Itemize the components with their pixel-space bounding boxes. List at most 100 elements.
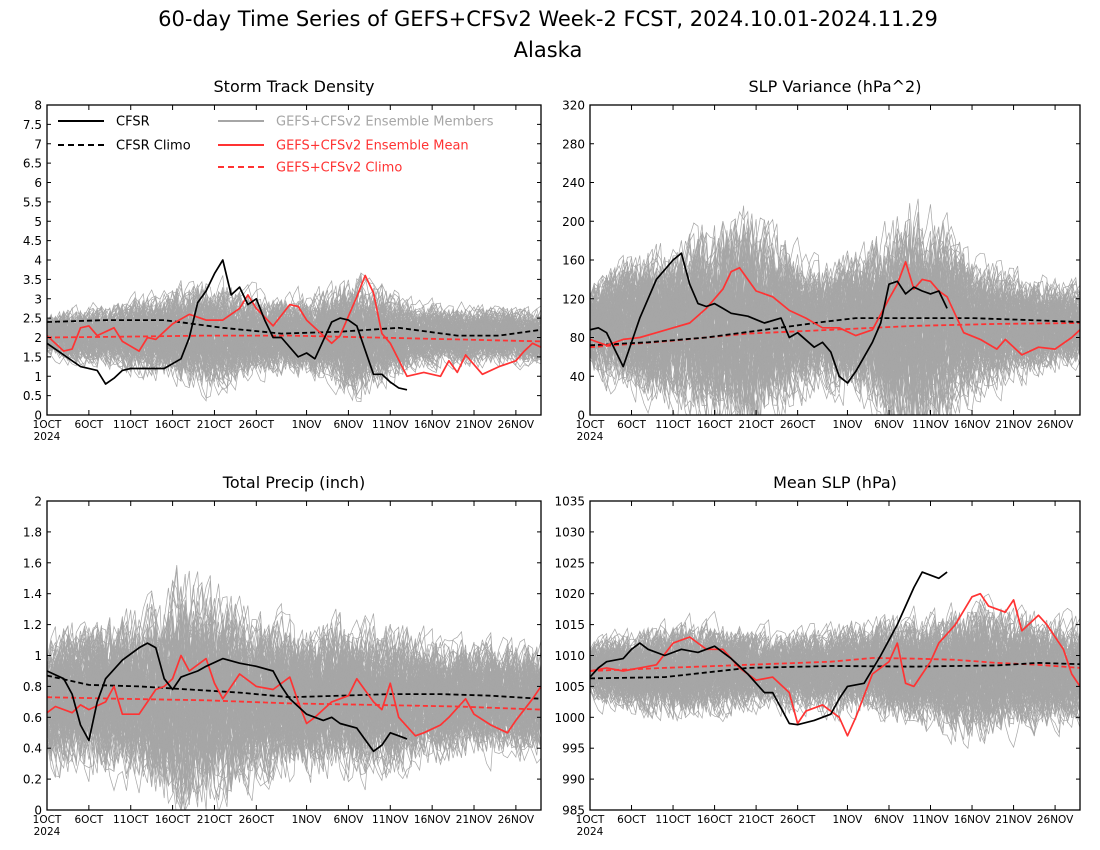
y-tick-label: 1005 [554, 680, 585, 694]
y-tick-label: 1015 [554, 618, 585, 632]
y-tick-label: 3.5 [23, 273, 42, 287]
series-line-cfsr [47, 259, 408, 391]
x-year-label: 2024 [577, 431, 604, 443]
ensemble-member-line [590, 610, 1080, 731]
y-tick-label: 1030 [554, 525, 585, 539]
ensemble-member-line [590, 221, 1080, 412]
y-tick-label: 160 [562, 254, 585, 268]
x-tick-label: 21NOV [995, 814, 1032, 826]
y-tick-label: 0.2 [23, 773, 42, 787]
y-tick-label: 5.5 [23, 195, 42, 209]
ensemble-member-line [47, 293, 541, 377]
series-line-gefs-cfsv2-ensemble-mean [590, 592, 1080, 737]
series-line-gefs-cfsv2-ensemble-mean [47, 274, 541, 378]
x-tick-label: 21OCT [197, 419, 233, 431]
ensemble-members [590, 198, 1080, 415]
ensemble-member-line [47, 606, 541, 789]
y-tick-label: 985 [562, 804, 585, 818]
y-tick-label: 1000 [554, 711, 585, 725]
ensemble-member-line [590, 247, 1080, 411]
y-tick-label: 7.5 [23, 118, 42, 132]
ensemble-member-line [47, 616, 541, 790]
ensemble-member-line [47, 300, 541, 374]
figure-subtitle: Alaska [514, 38, 583, 62]
ensemble-member-line [590, 244, 1080, 415]
x-tick-label: 11OCT [113, 419, 149, 431]
panel-title: Mean SLP (hPa) [773, 473, 897, 492]
x-tick-label: 6OCT [75, 419, 104, 431]
y-tick-label: 1035 [554, 495, 585, 509]
y-tick-label: 1.6 [23, 556, 42, 570]
y-tick-label: 8 [34, 99, 42, 113]
series-line-gefs-cfsv2-ensemble-mean [47, 654, 541, 737]
y-tick-label: 4 [34, 254, 42, 268]
ensemble-member-line [590, 230, 1080, 400]
x-year-label: 2024 [34, 431, 61, 443]
y-tick-label: 0.5 [23, 389, 42, 403]
series-line-gefs-cfsv2-climo [47, 334, 541, 343]
series-line-gefs-cfsv2-climo [47, 696, 541, 711]
x-tick-label: 1NOV [833, 419, 864, 431]
series-line-cfsr [47, 642, 408, 753]
y-tick-label: 1010 [554, 649, 585, 663]
legend-label: GEFS+CFSv2 Ensemble Members [276, 115, 494, 130]
ensemble-member-line [590, 611, 1080, 712]
ensemble-member-line [590, 218, 1080, 393]
y-tick-label: 1 [34, 370, 42, 384]
ensemble-member-line [47, 618, 541, 774]
ensemble-member-line [47, 608, 541, 775]
x-tick-label: 1OCT [33, 419, 62, 431]
chart-panel: Total Precip (inch) 0 0.2 0.4 0.6 0.8 1 1.2 1.4 1… [23, 473, 542, 838]
x-tick-label: 26OCT [780, 419, 816, 431]
y-tick-label: 995 [562, 742, 585, 756]
x-tick-label: 26NOV [1037, 419, 1074, 431]
y-tick-label: 200 [562, 215, 585, 229]
y-tick-label: 2 [34, 495, 42, 509]
series-line-cfsr [590, 571, 948, 726]
ensemble-member-line [590, 620, 1080, 719]
ensemble-member-line [47, 628, 541, 754]
figure-title: 60-day Time Series of GEFS+CFSv2 Week-2 … [158, 7, 938, 31]
y-tick-label: 2.5 [23, 312, 42, 326]
x-tick-label: 16OCT [155, 814, 191, 826]
y-tick-label: 5 [34, 215, 42, 229]
y-tick-label: 1.2 [23, 618, 42, 632]
x-tick-label: 6OCT [617, 814, 646, 826]
x-tick-label: 11NOV [912, 814, 949, 826]
x-tick-label: 16OCT [697, 419, 733, 431]
x-tick-label: 16NOV [954, 419, 991, 431]
series-line-cfsr-climo [590, 662, 1080, 680]
ensemble-member-line [47, 619, 541, 781]
legend-label: GEFS+CFSv2 Ensemble Mean [276, 139, 469, 154]
y-tick-label: 7 [34, 137, 42, 151]
y-tick-label: 1 [34, 649, 42, 663]
series-line-cfsr-climo [47, 674, 541, 700]
x-tick-label: 6OCT [617, 419, 646, 431]
x-tick-label: 26OCT [239, 419, 275, 431]
y-tick-label: 320 [562, 99, 585, 113]
ensemble-members [590, 593, 1080, 750]
x-tick-label: 16NOV [414, 814, 451, 826]
y-tick-label: 0.4 [23, 742, 42, 756]
x-year-label: 2024 [577, 826, 604, 838]
series-line-cfsr-climo [590, 317, 1080, 347]
ensemble-member-line [590, 625, 1080, 731]
y-tick-label: 0 [34, 804, 42, 818]
series-line-cfsr [590, 252, 948, 384]
y-tick-label: 280 [562, 137, 585, 151]
y-tick-label: 1.8 [23, 525, 42, 539]
ensemble-member-line [47, 610, 541, 765]
y-tick-label: 0.8 [23, 680, 42, 694]
x-tick-label: 16NOV [414, 419, 451, 431]
y-tick-label: 6.5 [23, 157, 42, 171]
x-tick-label: 21NOV [456, 814, 493, 826]
x-tick-label: 11OCT [113, 814, 149, 826]
ensemble-member-line [590, 615, 1080, 728]
y-tick-label: 40 [570, 370, 585, 384]
x-year-label: 2024 [34, 826, 61, 838]
x-tick-label: 11NOV [912, 419, 949, 431]
x-tick-label: 1NOV [833, 814, 864, 826]
x-tick-label: 21OCT [197, 814, 233, 826]
y-tick-label: 6 [34, 176, 42, 190]
